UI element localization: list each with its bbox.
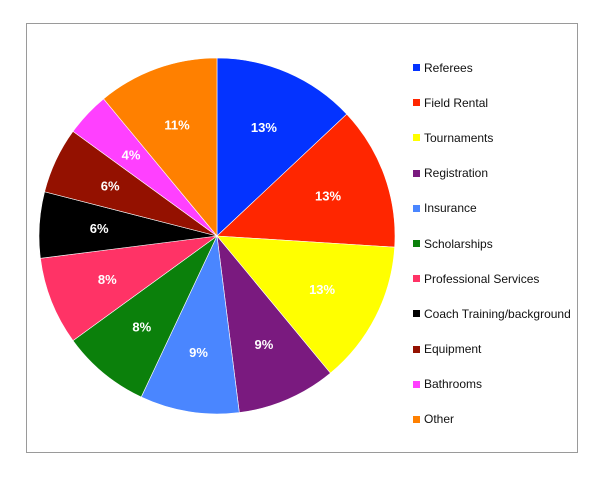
legend-swatch <box>413 415 420 423</box>
slice-label-other: 11% <box>164 118 190 133</box>
legend-item-insurance: Insurance <box>413 191 571 226</box>
legend-label: Equipment <box>424 342 482 357</box>
legend-swatch <box>413 134 420 142</box>
legend-item-professional-services: Professional Services <box>413 261 571 296</box>
legend-item-referees: Referees <box>413 50 571 85</box>
legend-item-bathrooms: Bathrooms <box>413 367 571 402</box>
legend-swatch <box>413 275 420 283</box>
pie-slices <box>38 57 396 415</box>
legend-label: Bathrooms <box>424 377 483 392</box>
legend-swatch <box>413 310 420 318</box>
pie-slice-professional-services <box>40 235 218 342</box>
chart-legend: Referees Field Rental Tournaments Registrat… <box>413 50 571 437</box>
legend-swatch <box>413 380 420 388</box>
legend-label: Scholarships <box>424 236 493 251</box>
pie-slice-scholarships <box>72 235 218 398</box>
slice-label-coach-training-background: 6% <box>90 221 109 236</box>
pie-slice-tournaments <box>216 235 395 374</box>
slice-label-professional-services: 8% <box>98 272 117 287</box>
pie-labels: 13%13%13%9%9%8%8%6%6%4%11% <box>90 118 342 361</box>
legend-label: Coach Training/background <box>424 306 571 321</box>
legend-item-coach-training-background: Coach Training/background <box>413 296 571 331</box>
legend-item-equipment: Equipment <box>413 332 571 367</box>
legend-label: Registration <box>424 166 489 181</box>
legend-swatch <box>413 169 420 177</box>
slice-label-referees: 13% <box>251 120 277 135</box>
legend-swatch <box>413 64 420 72</box>
pie-slice-referees <box>216 57 348 237</box>
legend-swatch <box>413 204 420 212</box>
legend-swatch <box>413 240 420 248</box>
legend-label: Other <box>424 412 455 427</box>
slice-label-tournaments: 13% <box>309 282 335 297</box>
slice-label-registration: 9% <box>255 337 274 352</box>
legend-item-field-rental: Field Rental <box>413 85 571 120</box>
legend-item-other: Other <box>413 402 571 437</box>
legend-label: Professional Services <box>424 271 540 286</box>
legend-label: Field Rental <box>424 95 489 110</box>
pie-slice-insurance <box>140 234 240 415</box>
legend-label: Insurance <box>424 201 477 216</box>
slice-label-insurance: 9% <box>189 345 208 360</box>
slice-label-scholarships: 8% <box>132 319 151 334</box>
legend-swatch <box>413 345 420 353</box>
pie-slice-other <box>103 57 218 237</box>
legend-label: Referees <box>424 60 473 75</box>
pie-slice-registration <box>216 235 331 413</box>
slice-label-bathrooms: 4% <box>122 148 141 163</box>
legend-label: Tournaments <box>424 130 494 145</box>
legend-item-registration: Registration <box>413 156 571 191</box>
slice-label-field-rental: 13% <box>315 189 341 204</box>
slice-label-equipment: 6% <box>101 178 120 193</box>
legend-item-scholarships: Scholarships <box>413 226 571 261</box>
pie-slice-field-rental <box>216 113 396 248</box>
legend-swatch <box>413 99 420 107</box>
legend-item-tournaments: Tournaments <box>413 120 571 155</box>
